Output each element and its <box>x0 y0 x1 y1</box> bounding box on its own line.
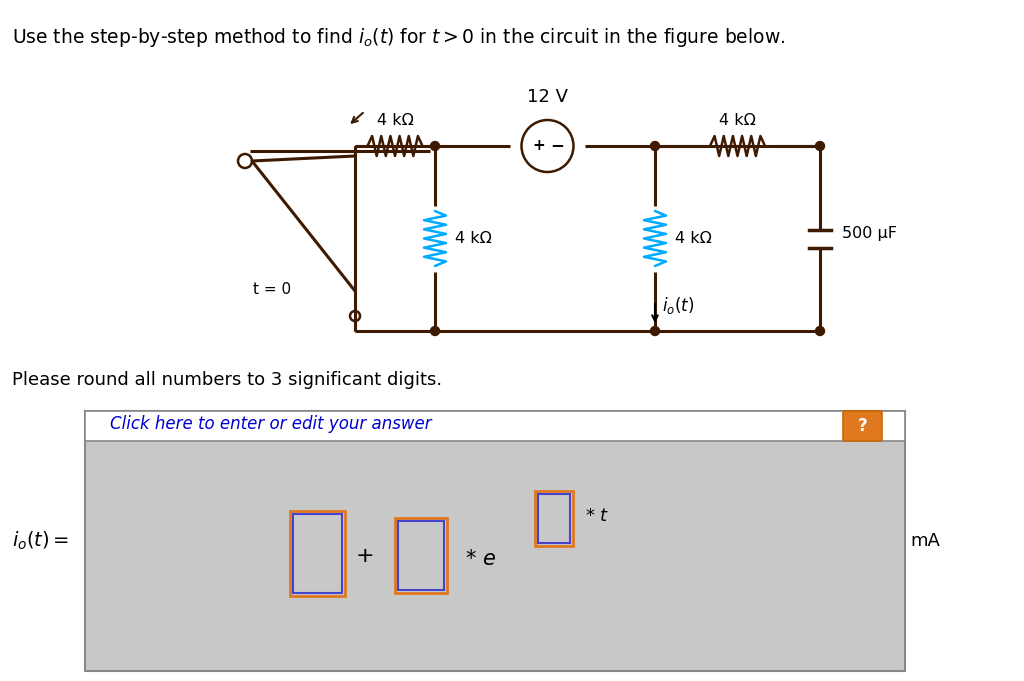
Circle shape <box>430 142 439 151</box>
Circle shape <box>815 142 824 151</box>
Text: Please round all numbers to 3 significant digits.: Please round all numbers to 3 significan… <box>12 371 442 389</box>
FancyBboxPatch shape <box>85 411 905 441</box>
Text: +: + <box>532 138 545 153</box>
Text: 500 μF: 500 μF <box>842 226 897 241</box>
FancyBboxPatch shape <box>538 494 570 543</box>
Text: 4 kΩ: 4 kΩ <box>675 231 712 246</box>
Text: t = 0: t = 0 <box>253 281 291 296</box>
FancyBboxPatch shape <box>293 514 342 593</box>
Text: 4 kΩ: 4 kΩ <box>455 231 492 246</box>
FancyBboxPatch shape <box>398 521 444 590</box>
Text: $*\ t$: $*\ t$ <box>585 507 609 525</box>
Circle shape <box>650 326 659 336</box>
Text: ?: ? <box>858 417 867 435</box>
FancyBboxPatch shape <box>843 411 882 441</box>
Text: −: − <box>551 136 564 154</box>
FancyBboxPatch shape <box>395 518 447 593</box>
Text: 4 kΩ: 4 kΩ <box>719 113 756 128</box>
Text: $*\ e$: $*\ e$ <box>465 549 497 569</box>
Text: +: + <box>355 546 375 566</box>
Text: Click here to enter or edit your answer: Click here to enter or edit your answer <box>110 415 432 433</box>
Text: Use the step-by-step method to find $i_o(t)$ for $t > 0$ in the circuit in the f: Use the step-by-step method to find $i_o… <box>12 26 785 49</box>
Text: 12 V: 12 V <box>527 88 568 106</box>
FancyBboxPatch shape <box>85 411 905 671</box>
Text: mA: mA <box>910 532 940 550</box>
Text: 4 kΩ: 4 kΩ <box>377 113 414 128</box>
Circle shape <box>430 326 439 336</box>
FancyBboxPatch shape <box>290 511 345 596</box>
FancyBboxPatch shape <box>535 491 573 546</box>
Text: $i_o(t) =$: $i_o(t) =$ <box>12 530 70 552</box>
Circle shape <box>815 326 824 336</box>
Text: $i_o(t)$: $i_o(t)$ <box>662 295 694 316</box>
Circle shape <box>650 142 659 151</box>
